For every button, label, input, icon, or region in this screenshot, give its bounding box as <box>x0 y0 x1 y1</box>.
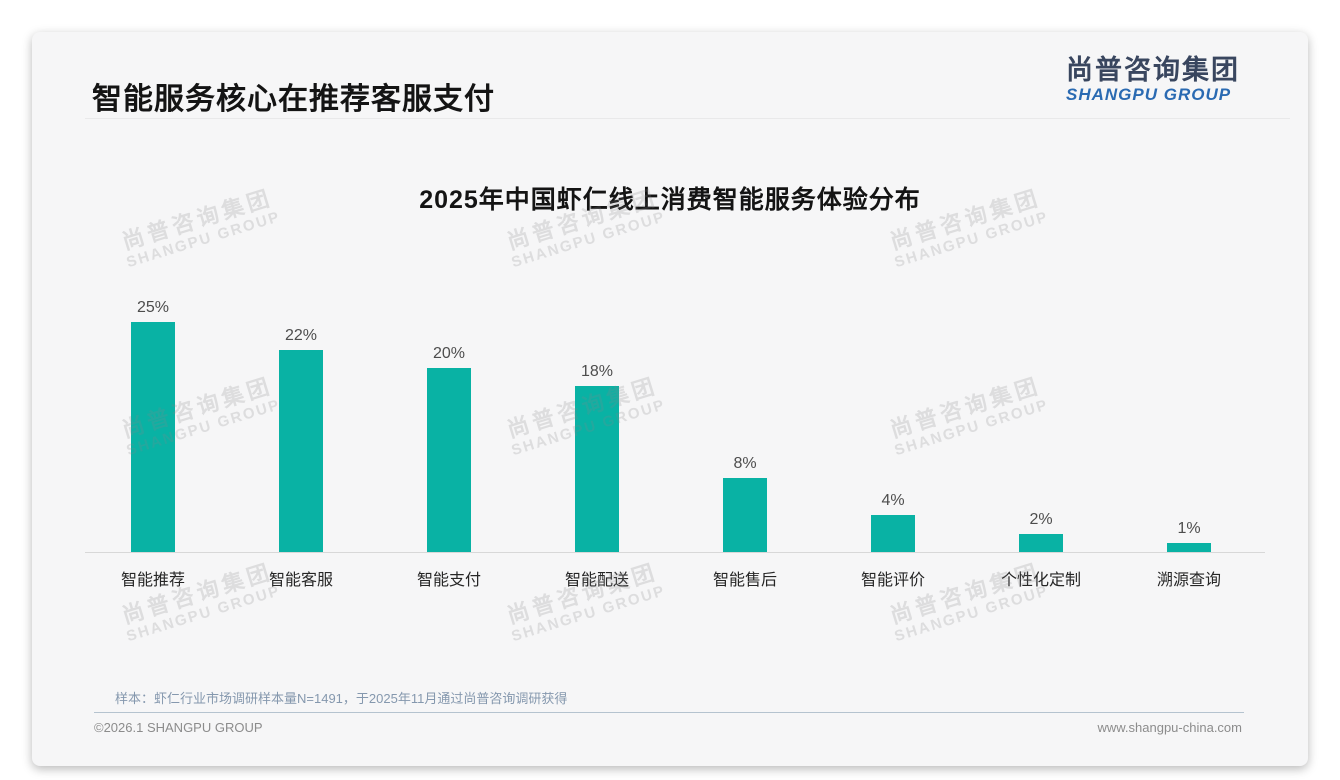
page-title: 智能服务核心在推荐客服支付 <box>92 83 495 116</box>
watermark-cn-text: 尚普咨询集团 <box>887 558 1044 629</box>
x-axis-category-labels: 智能推荐 智能客服 智能支付 智能配送 智能售后 智能评价 个性化定制 溯源查询 <box>79 566 1263 590</box>
sample-note: 样本：虾仁行业市场调研样本量N=1491，于2025年11月通过尚普咨询调研获得 <box>115 691 568 706</box>
category-label: 智能推荐 <box>120 572 185 589</box>
bar-value-label: 20% <box>432 345 466 362</box>
bar-value-label: 18% <box>580 363 614 381</box>
category-label: 个性化定制 <box>1000 572 1081 589</box>
logo-chinese-text: 尚普咨询集团 <box>1066 55 1240 85</box>
footer-copyright: ©2026.1 SHANGPU GROUP <box>94 720 263 735</box>
bar-value-label: 25% <box>136 299 170 316</box>
bar <box>427 368 471 552</box>
bar-chart-plot-area: 25% 22% 20% 18% 8% 4% 2% 1% <box>79 272 1263 552</box>
company-logo: 尚普咨询集团 SHANGPU GROUP <box>1066 56 1240 104</box>
bar-value-label: 22% <box>284 326 318 344</box>
footer-divider <box>94 712 1244 713</box>
bar-column: 22% <box>227 272 375 552</box>
category-label: 智能配送 <box>564 572 629 589</box>
bar-value-label: 1% <box>1177 519 1201 537</box>
bar-column: 20% <box>375 272 523 552</box>
bar-value-label: 8% <box>733 455 757 473</box>
bar-column: 25% <box>79 272 227 552</box>
bar <box>1019 533 1063 552</box>
slide-card: 智能服务核心在推荐客服支付 尚普咨询集团 SHANGPU GROUP 2025年… <box>32 32 1308 766</box>
bar <box>871 515 915 552</box>
category-label: 溯源查询 <box>1156 572 1221 589</box>
bar-column: 4% <box>819 272 967 552</box>
footer-website: www.shangpu-china.com <box>1097 720 1242 735</box>
header-divider <box>85 118 1290 119</box>
category-label: 智能售后 <box>712 572 777 589</box>
logo-english-text: SHANGPU GROUP <box>1066 85 1232 105</box>
category-label: 智能支付 <box>416 572 481 589</box>
chart-title: 2025年中国虾仁线上消费智能服务体验分布 <box>419 186 921 214</box>
bar-column: 1% <box>1115 272 1263 552</box>
category-label: 智能评价 <box>860 572 925 589</box>
bar-value-label: 4% <box>881 492 905 510</box>
watermark-cn-text: 尚普咨询集团 <box>504 558 661 629</box>
bar-column: 18% <box>523 272 671 552</box>
bar <box>131 322 175 552</box>
watermark-cn-text: 尚普咨询集团 <box>119 558 276 629</box>
bar <box>279 349 323 552</box>
bar-value-label: 2% <box>1029 510 1053 528</box>
bar-column: 8% <box>671 272 819 552</box>
bar <box>723 478 767 552</box>
bar-column: 2% <box>967 272 1115 552</box>
category-label: 智能客服 <box>268 572 333 589</box>
x-axis-line <box>85 552 1265 553</box>
bar <box>1167 542 1211 552</box>
bar <box>575 386 619 552</box>
